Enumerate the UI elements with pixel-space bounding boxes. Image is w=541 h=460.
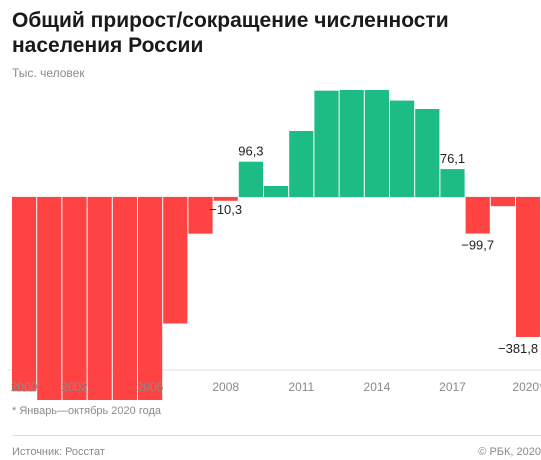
data-label-2017: 76,1	[440, 151, 465, 166]
bar-2004	[112, 197, 137, 400]
x-tick-label-2002: 2002	[61, 380, 88, 394]
bar-2018	[465, 197, 490, 234]
x-tick-label-2008: 2008	[212, 380, 239, 394]
bar-2017	[440, 169, 465, 197]
bar-2008	[213, 197, 238, 201]
data-label-2008: −10,3	[209, 202, 242, 217]
copyright-label: © РБК, 2020	[478, 446, 541, 458]
bar-2002	[62, 197, 87, 400]
bar-2003	[87, 197, 112, 400]
bar-2011	[289, 131, 314, 197]
x-tick-label-2014: 2014	[364, 380, 391, 394]
bar-2006	[163, 197, 188, 324]
bar-2014	[364, 90, 389, 197]
bar-2005	[138, 197, 163, 400]
chart-title: Общий прирост/сокращение численности нас…	[12, 9, 449, 57]
bar-2001	[37, 197, 62, 400]
x-tick-label-2000: 2000	[11, 380, 38, 394]
bar-2013	[339, 90, 364, 197]
bar-2000	[12, 197, 37, 392]
footnote: * Январь—октябрь 2020 года	[12, 405, 162, 417]
x-tick-label-2017: 2017	[439, 380, 466, 394]
bar-2016	[415, 109, 440, 197]
bar-2010	[264, 186, 289, 197]
bar-2015	[390, 100, 415, 197]
source-label: Источник: Росстат	[12, 446, 105, 458]
x-tick-label-2020*: 2020*	[512, 380, 541, 394]
data-label-2018: −99,7	[461, 238, 494, 253]
bar-2020*	[516, 197, 541, 337]
unit-label: Тыс. человек	[12, 66, 85, 80]
population-change-chart: 20002002200520082011201420172020*−685,7−…	[8, 90, 541, 400]
x-tick-label-2005: 2005	[137, 380, 164, 394]
divider	[12, 435, 541, 436]
bar-2009	[238, 161, 263, 197]
bar-2007	[188, 197, 213, 234]
bar-2019	[490, 197, 515, 207]
x-tick-label-2011: 2011	[288, 380, 314, 394]
bar-2012	[314, 90, 339, 197]
data-label-2020*: −381,8	[498, 341, 538, 356]
data-label-2009: 96,3	[238, 144, 263, 159]
